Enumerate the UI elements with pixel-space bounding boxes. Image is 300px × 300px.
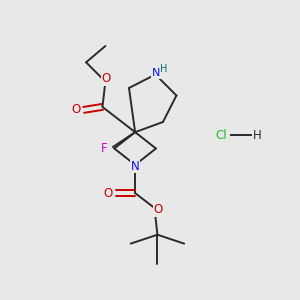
Text: O: O — [153, 203, 163, 216]
Text: N: N — [152, 68, 160, 78]
Text: O: O — [101, 72, 111, 85]
Text: O: O — [104, 187, 113, 200]
Text: H: H — [160, 64, 167, 74]
Text: Cl: Cl — [215, 129, 227, 142]
Text: N: N — [131, 160, 140, 173]
Text: F: F — [100, 142, 107, 155]
Text: O: O — [71, 103, 80, 116]
Text: H: H — [253, 129, 261, 142]
